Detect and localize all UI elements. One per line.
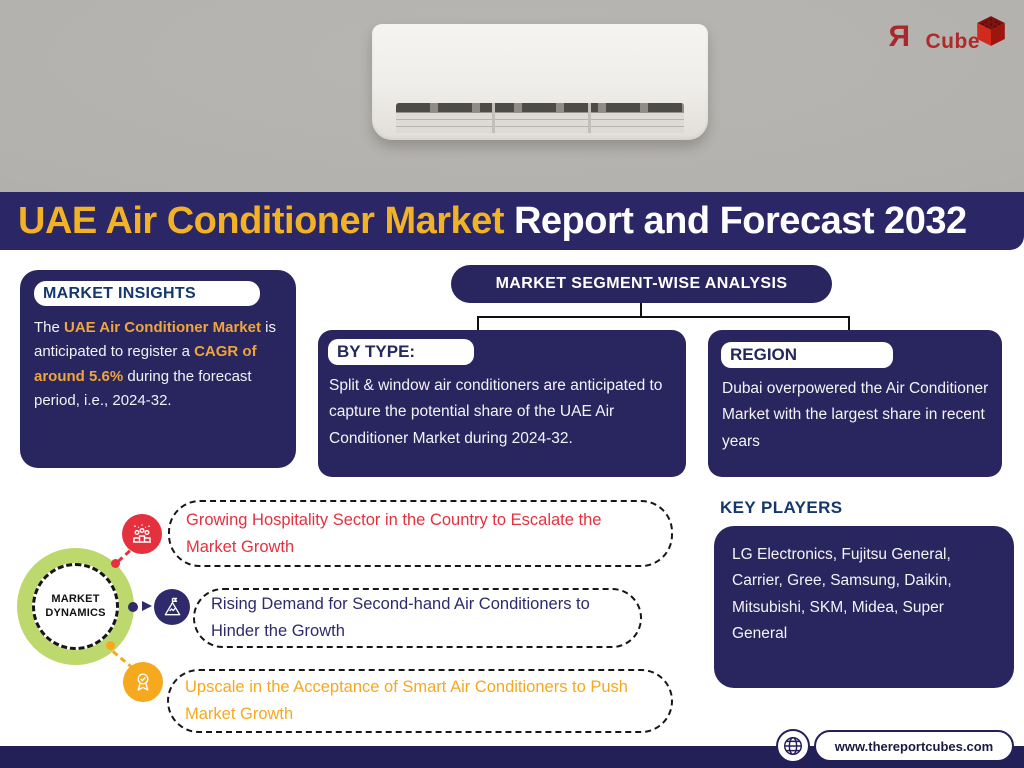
ac-vent [396,103,684,133]
by-type-box: BY TYPE: Split & window air conditioners… [318,330,686,477]
navy-connector-dot [128,602,138,612]
ac-vent-slot [396,103,684,113]
award-ribbon-icon [123,662,163,702]
region-body: Dubai overpowered the Air Conditioner Ma… [722,380,989,450]
driver-text: Upscale in the Acceptance of Smart Air C… [185,678,628,723]
tree-connector-left-drop [477,316,479,332]
footer-bar [0,746,1024,768]
logo-r-glyph: Я [888,20,910,53]
page-title-rest: Report and Forecast 2032 [513,199,967,242]
ac-body [372,24,708,140]
market-dynamics-label: MARKET DYNAMICS [45,592,106,619]
cube-3d-icon [977,16,1005,46]
insights-text: The [34,319,65,336]
driver-bullet-smart-ac: Upscale in the Acceptance of Smart Air C… [167,669,673,733]
market-insights-header: MARKET INSIGHTS [34,281,260,306]
wall-photo-background: Я Cube [0,0,1024,192]
website-link[interactable]: www.thereportcubes.com [814,730,1014,762]
key-players-heading: KEY PLAYERS [720,498,843,517]
yellow-connector-dot [106,641,115,650]
tree-connector-right-drop [848,316,850,332]
key-players-box: LG Electronics, Fujitsu General, Carrier… [714,526,1014,688]
market-insights-box: MARKET INSIGHTS The UAE Air Conditioner … [20,270,296,468]
air-conditioner-image [372,24,708,140]
ac-vent-divider [492,103,495,133]
reportcube-logo: Я Cube [858,14,1008,64]
red-connector-dot [111,559,120,568]
tree-connector-crossbar [477,316,850,318]
logo-cube-text: Cube [925,30,980,53]
region-header: REGION [721,342,893,368]
ac-louvers [396,113,684,133]
team-podium-icon [122,514,162,554]
title-banner: UAE Air Conditioner Market Report and Fo… [0,192,1024,250]
ac-vent-divider [588,103,591,133]
driver-text: Growing Hospitality Sector in the Countr… [186,510,602,556]
mountain-flag-icon [154,589,190,625]
navy-arrow [142,601,152,611]
insights-text: during the forecast period, i.e., 2024-3… [34,367,252,409]
driver-text: Rising Demand for Second-hand Air Condit… [211,595,590,640]
market-dynamics-inner-circle: MARKET DYNAMICS [32,563,119,650]
insights-text: is anticipated to register a [34,319,276,361]
key-players-list: LG Electronics, Fujitsu General, Carrier… [732,546,952,643]
region-box: REGION Dubai overpowered the Air Conditi… [708,330,1002,477]
page-title-highlight: UAE Air Conditioner Market [18,199,504,242]
segment-analysis-header: MARKET SEGMENT-WISE ANALYSIS [451,265,832,303]
by-type-body: Split & window air conditioners are anti… [329,377,663,447]
driver-bullet-secondhand: Rising Demand for Second-hand Air Condit… [193,588,642,648]
insights-highlight-cagr: CAGR of around 5.6% [34,343,257,385]
driver-bullet-hospitality: Growing Hospitality Sector in the Countr… [168,500,673,567]
insights-highlight-market: UAE Air Conditioner Market [64,319,261,336]
globe-icon [776,729,810,763]
tree-connector-stem [640,303,642,318]
by-type-header: BY TYPE: [328,339,474,365]
market-insights-body: The UAE Air Conditioner Market is antici… [34,316,284,413]
